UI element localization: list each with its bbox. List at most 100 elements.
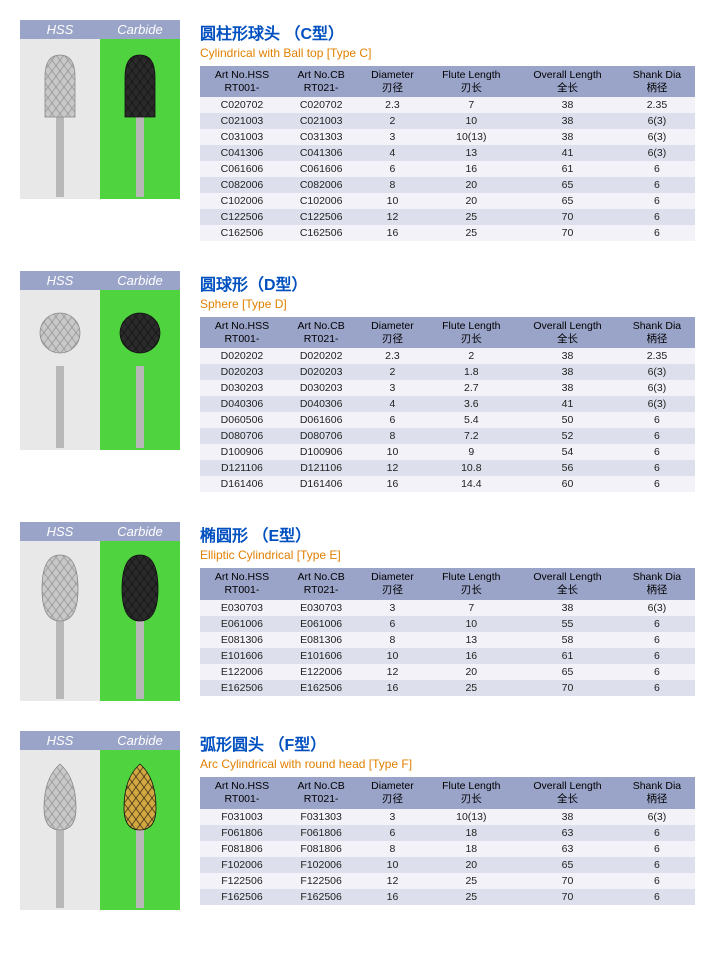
table-cell: C061606 bbox=[200, 161, 284, 177]
col-header: Overall Length全长 bbox=[516, 66, 619, 97]
product-image-carbide bbox=[100, 290, 180, 450]
col-header: Shank Dia柄径 bbox=[619, 66, 695, 97]
col-header-l2: 全长 bbox=[520, 793, 615, 806]
col-header-l2: 柄径 bbox=[623, 584, 691, 597]
product-image-hss bbox=[20, 290, 100, 450]
table-cell: C041306 bbox=[200, 145, 284, 161]
col-header: Art No.HSSRT001- bbox=[200, 568, 284, 599]
col-header: Shank Dia柄径 bbox=[619, 317, 695, 348]
table-row: C122506C1225061225706 bbox=[200, 209, 695, 225]
col-header: Art No.CBRT021- bbox=[284, 777, 358, 808]
table-row: F031003F031303310(13)386(3) bbox=[200, 809, 695, 825]
table-cell: 70 bbox=[516, 873, 619, 889]
table-cell: 10 bbox=[358, 648, 426, 664]
table-cell: 50 bbox=[516, 412, 619, 428]
table-row: D161406D1614061614.4606 bbox=[200, 476, 695, 492]
col-header: Overall Length全长 bbox=[516, 568, 619, 599]
table-cell: 6 bbox=[619, 664, 695, 680]
table-cell: 20 bbox=[427, 857, 516, 873]
image-block: HSSCarbide bbox=[20, 20, 180, 199]
spec-table: Art No.HSSRT001-Art No.CBRT021-Diameter刃… bbox=[200, 777, 695, 904]
table-cell: D020203 bbox=[284, 364, 358, 380]
table-cell: E061006 bbox=[284, 616, 358, 632]
table-cell: D020202 bbox=[200, 348, 284, 364]
table-cell: 6(3) bbox=[619, 380, 695, 396]
col-header-l2: RT001- bbox=[204, 584, 280, 597]
table-cell: C020702 bbox=[284, 97, 358, 113]
title-cn: 椭圆形 （E型） bbox=[200, 522, 695, 546]
table-cell: 10 bbox=[427, 113, 516, 129]
col-header: Flute Length刃长 bbox=[427, 568, 516, 599]
content-block: 圆柱形球头 （C型）Cylindrical with Ball top [Typ… bbox=[200, 20, 695, 241]
table-cell: 6 bbox=[619, 193, 695, 209]
table-cell: C102006 bbox=[284, 193, 358, 209]
col-header-l2: 柄径 bbox=[623, 82, 691, 95]
col-header-l2: 刃径 bbox=[362, 333, 422, 346]
table-cell: 6 bbox=[619, 460, 695, 476]
table-cell: 13 bbox=[427, 632, 516, 648]
col-header-l2: RT021- bbox=[288, 82, 354, 95]
table-cell: 63 bbox=[516, 825, 619, 841]
col-header: Diameter刃径 bbox=[358, 568, 426, 599]
table-cell: 3.6 bbox=[427, 396, 516, 412]
table-row: C041306C041306413416(3) bbox=[200, 145, 695, 161]
table-row: C082006C082006820656 bbox=[200, 177, 695, 193]
table-cell: 7.2 bbox=[427, 428, 516, 444]
col-header: Art No.HSSRT001- bbox=[200, 66, 284, 97]
table-cell: 16 bbox=[358, 889, 426, 905]
col-header-l1: Diameter bbox=[362, 571, 422, 584]
col-header-l1: Art No.HSS bbox=[204, 780, 280, 793]
table-cell: 16 bbox=[358, 476, 426, 492]
col-header: Art No.HSSRT001- bbox=[200, 317, 284, 348]
table-cell: 4 bbox=[358, 145, 426, 161]
col-header-l1: Shank Dia bbox=[623, 320, 691, 333]
table-cell: F102006 bbox=[284, 857, 358, 873]
table-cell: 6 bbox=[619, 841, 695, 857]
col-header-l1: Shank Dia bbox=[623, 69, 691, 82]
table-cell: E081306 bbox=[284, 632, 358, 648]
table-cell: 2.3 bbox=[358, 97, 426, 113]
table-cell: 38 bbox=[516, 97, 619, 113]
table-cell: 38 bbox=[516, 348, 619, 364]
table-cell: 65 bbox=[516, 193, 619, 209]
table-row: D030203D03020332.7386(3) bbox=[200, 380, 695, 396]
table-row: E081306E081306813586 bbox=[200, 632, 695, 648]
section-0: HSSCarbide 圆柱形球头 （C型）Cylindrical with Ba… bbox=[20, 20, 695, 241]
col-header-l1: Flute Length bbox=[431, 571, 512, 584]
table-cell: 6 bbox=[619, 161, 695, 177]
col-header: Diameter刃径 bbox=[358, 66, 426, 97]
col-header: Flute Length刃长 bbox=[427, 777, 516, 808]
table-cell: E101606 bbox=[200, 648, 284, 664]
table-cell: C082006 bbox=[200, 177, 284, 193]
table-cell: 2 bbox=[358, 113, 426, 129]
spec-table: Art No.HSSRT001-Art No.CBRT021-Diameter刃… bbox=[200, 66, 695, 241]
table-cell: 65 bbox=[516, 857, 619, 873]
table-row: E030703E03070337386(3) bbox=[200, 600, 695, 616]
col-header: Diameter刃径 bbox=[358, 317, 426, 348]
table-cell: 9 bbox=[427, 444, 516, 460]
title-en: Sphere [Type D] bbox=[200, 297, 695, 311]
col-header-l2: RT021- bbox=[288, 793, 354, 806]
table-row: F122506F1225061225706 bbox=[200, 873, 695, 889]
table-cell: F031003 bbox=[200, 809, 284, 825]
col-header-l2: RT021- bbox=[288, 333, 354, 346]
table-cell: 6(3) bbox=[619, 809, 695, 825]
table-row: F102006F1020061020656 bbox=[200, 857, 695, 873]
col-header-l1: Art No.CB bbox=[288, 780, 354, 793]
table-cell: 3 bbox=[358, 380, 426, 396]
product-image-carbide bbox=[100, 39, 180, 199]
table-cell: D080706 bbox=[284, 428, 358, 444]
table-cell: 10(13) bbox=[427, 129, 516, 145]
table-cell: D100906 bbox=[284, 444, 358, 460]
table-cell: 1.8 bbox=[427, 364, 516, 380]
table-cell: 7 bbox=[427, 97, 516, 113]
table-cell: 38 bbox=[516, 364, 619, 380]
table-cell: D161406 bbox=[284, 476, 358, 492]
table-cell: 70 bbox=[516, 209, 619, 225]
img-label-hss: HSS bbox=[20, 20, 100, 39]
col-header: Flute Length刃长 bbox=[427, 317, 516, 348]
table-cell: 52 bbox=[516, 428, 619, 444]
img-label-carbide: Carbide bbox=[100, 731, 180, 750]
table-cell: 3 bbox=[358, 809, 426, 825]
img-label-carbide: Carbide bbox=[100, 20, 180, 39]
